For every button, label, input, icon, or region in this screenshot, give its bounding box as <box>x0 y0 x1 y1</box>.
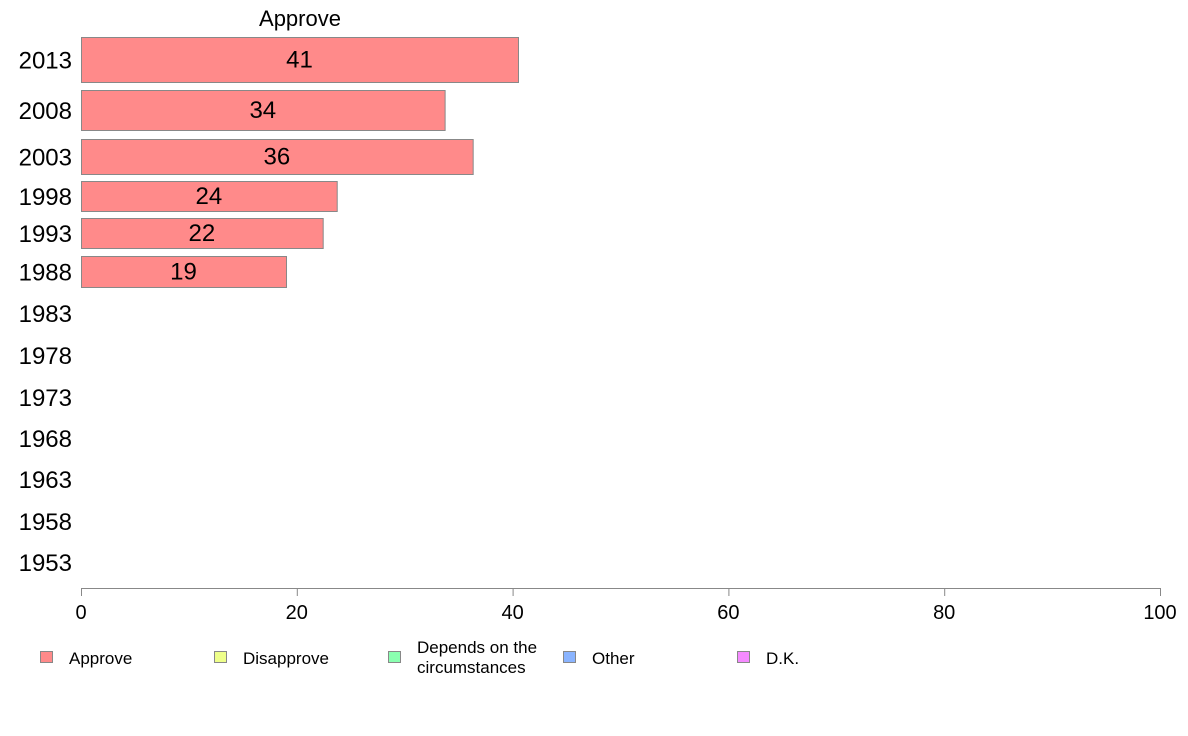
x-tick-label-20: 20 <box>286 602 308 624</box>
y-tick-label-1993: 1993 <box>19 221 72 248</box>
legend-swatch-2 <box>388 651 401 663</box>
column-title: Approve <box>259 6 341 31</box>
x-tick-label-60: 60 <box>717 602 739 624</box>
legend-swatch-1 <box>214 651 227 663</box>
x-tick-label-100: 100 <box>1143 602 1176 624</box>
y-tick-label-1978: 1978 <box>19 343 72 370</box>
y-tick-label-1958: 1958 <box>19 509 72 536</box>
legend-swatch-0 <box>40 651 53 663</box>
x-axis-ticks: 0 20 40 60 80 100 <box>75 588 1177 624</box>
y-axis-labels: 2013 2008 2003 1998 1993 1988 1983 1978 1973 1968… <box>19 48 72 578</box>
y-tick-label-1953: 1953 <box>19 550 72 577</box>
legend-label-1-line-0: Disapprove <box>243 649 329 668</box>
legend-label-0-line-0: Approve <box>69 649 132 668</box>
y-tick-label-1983: 1983 <box>19 301 72 328</box>
y-tick-label-2013: 2013 <box>19 48 72 75</box>
y-tick-label-2003: 2003 <box>19 145 72 172</box>
bar-1988 <box>81 256 288 288</box>
y-tick-label-2008: 2008 <box>19 98 72 125</box>
bar-value-label-1993: 22 <box>188 220 215 247</box>
y-tick-label-1998: 1998 <box>19 184 72 211</box>
bar-2003 <box>81 139 474 175</box>
y-tick-label-1988: 1988 <box>19 260 72 287</box>
bar-1993 <box>81 218 324 249</box>
legend: Approve Disapprove Depends on thecircumsta… <box>40 638 799 677</box>
y-tick-label-1973: 1973 <box>19 385 72 412</box>
legend-swatch-4 <box>737 651 750 663</box>
bar-value-label-2003: 36 <box>263 144 290 171</box>
bars: 41 34 36 24 22 19 <box>81 37 519 288</box>
bar-2008 <box>81 90 446 131</box>
legend-label-4-line-0: D.K. <box>766 649 799 668</box>
legend-swatch-3 <box>563 651 576 663</box>
bar-value-label-2013: 41 <box>286 47 313 74</box>
bar-value-label-2008: 34 <box>249 97 276 124</box>
x-tick-label-40: 40 <box>501 602 523 624</box>
bar-1998 <box>81 181 338 212</box>
legend-label-2-line-0: Depends on the <box>417 638 537 657</box>
bar-2013 <box>81 37 519 83</box>
bar-value-label-1998: 24 <box>196 183 223 210</box>
y-tick-label-1968: 1968 <box>19 426 72 453</box>
x-tick-label-80: 80 <box>933 602 955 624</box>
bar-value-label-1988: 19 <box>170 259 197 286</box>
legend-label-3-line-0: Other <box>592 649 635 668</box>
legend-label-2-line-1: circumstances <box>417 658 526 677</box>
x-tick-label-0: 0 <box>75 602 86 624</box>
y-tick-label-1963: 1963 <box>19 467 72 494</box>
